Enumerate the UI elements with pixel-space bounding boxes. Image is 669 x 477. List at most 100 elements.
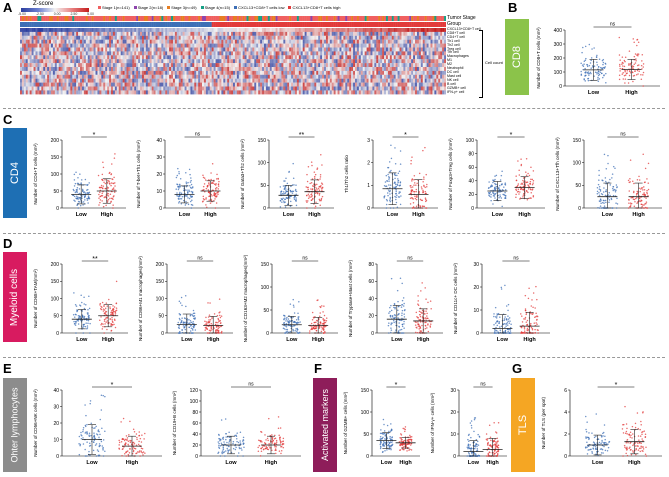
heatmap-cell <box>308 31 311 36</box>
heatmap-cell <box>136 39 139 44</box>
heatmap-cell <box>205 47 209 52</box>
heatmap-cell <box>244 35 247 40</box>
heatmap-cell <box>337 39 340 44</box>
heatmap-cell <box>203 90 207 95</box>
heatmap-cell <box>283 86 286 91</box>
heatmap-cell <box>58 67 61 71</box>
heatmap-cell <box>407 55 410 60</box>
heatmap-cell <box>215 63 218 68</box>
heatmap-cell <box>327 47 331 52</box>
heatmap-cell <box>37 39 40 44</box>
heatmap-cell <box>436 55 439 60</box>
group-track-cell <box>329 22 332 27</box>
heatmap-cell <box>128 90 131 95</box>
data-point-high <box>215 178 218 180</box>
heatmap-cell <box>308 90 311 95</box>
heatmap-cell <box>265 51 269 56</box>
heatmap-cell <box>444 47 446 52</box>
heatmap-cell <box>215 35 218 40</box>
heatmap-cell <box>382 47 385 52</box>
stage-track-cell <box>368 16 371 21</box>
heatmap-cell <box>238 78 241 83</box>
heatmap-cell <box>291 59 294 64</box>
heatmap-cell <box>151 51 154 56</box>
heatmap-cell <box>405 86 408 91</box>
heatmap-cell <box>149 39 152 44</box>
heatmap-cell <box>103 43 106 48</box>
group-track-cell <box>341 22 344 27</box>
heatmap-cell <box>114 74 118 79</box>
heatmap-cell <box>418 28 422 32</box>
heatmap-cell <box>101 90 104 95</box>
heatmap-cell <box>405 59 408 64</box>
heatmap-cell <box>99 82 102 87</box>
heatmap-cell <box>85 51 88 56</box>
heatmap-cell <box>285 47 288 52</box>
data-point-low <box>191 186 194 189</box>
y-tick-label: 150 <box>258 138 267 144</box>
heatmap-cell <box>229 70 232 75</box>
data-point-low <box>88 182 90 184</box>
group-track-cell <box>124 22 127 27</box>
stage-track-cell <box>54 16 57 21</box>
heatmap-cell <box>112 28 116 32</box>
heatmap-cell <box>265 70 269 75</box>
heatmap-cell <box>227 90 230 95</box>
heatmap-cell <box>23 39 27 44</box>
heatmap-cell <box>54 82 57 87</box>
heatmap-cell <box>262 47 265 52</box>
heatmap-cell <box>221 82 224 87</box>
heatmap-cell <box>322 51 325 56</box>
heatmap-cell <box>196 74 199 79</box>
heatmap-cell <box>70 47 73 52</box>
heatmap-cell <box>54 78 57 83</box>
heatmap-cell <box>153 63 156 68</box>
heatmap-cell <box>27 31 30 36</box>
heatmap-cell <box>273 63 276 68</box>
heatmap-cell <box>411 59 414 64</box>
data-point-high <box>213 194 216 196</box>
heatmap-cell <box>203 82 207 87</box>
heatmap-cell <box>203 28 207 32</box>
heatmap-cell <box>122 74 125 79</box>
stage-track-cell <box>411 16 414 21</box>
data-point-high <box>640 74 642 76</box>
heatmap-cell <box>426 31 429 36</box>
heatmap-cell <box>45 78 48 83</box>
heatmap-cell <box>314 39 317 44</box>
heatmap-cell <box>424 47 427 52</box>
heatmap-cell <box>418 70 422 75</box>
group-track-cell <box>205 22 209 27</box>
data-point-high <box>107 179 110 182</box>
heatmap-cell <box>252 51 255 56</box>
heatmap-cell <box>353 59 356 64</box>
heatmap-cell <box>384 31 387 36</box>
heatmap-cell <box>291 28 294 32</box>
heatmap-cell <box>188 43 191 48</box>
heatmap-cell <box>194 39 197 44</box>
heatmap-cell <box>405 47 408 52</box>
heatmap-cell <box>356 74 360 79</box>
heatmap-cell <box>81 59 85 64</box>
heatmap-cell <box>25 51 28 56</box>
heatmap-cell <box>116 59 119 64</box>
heatmap-cell <box>395 55 398 60</box>
heatmap-cell <box>366 63 369 68</box>
heatmap-cell <box>345 51 348 56</box>
heatmap-cell <box>52 74 56 79</box>
heatmap-cell <box>200 82 203 87</box>
heatmap-cell <box>124 55 127 60</box>
heatmap-cell <box>37 59 40 64</box>
heatmap-cell <box>225 35 228 40</box>
y-tick-label: 10 <box>156 189 162 195</box>
heatmap-cell <box>294 86 298 91</box>
heatmap-cell <box>265 28 269 32</box>
heatmap-cell <box>31 59 34 64</box>
heatmap-cell <box>384 59 387 64</box>
heatmap-cell <box>122 59 125 64</box>
data-point-high <box>622 65 624 67</box>
heatmap-cell <box>198 55 201 60</box>
heatmap-cell <box>109 28 112 32</box>
heatmap-cell <box>300 39 303 44</box>
heatmap-cell <box>184 28 187 32</box>
